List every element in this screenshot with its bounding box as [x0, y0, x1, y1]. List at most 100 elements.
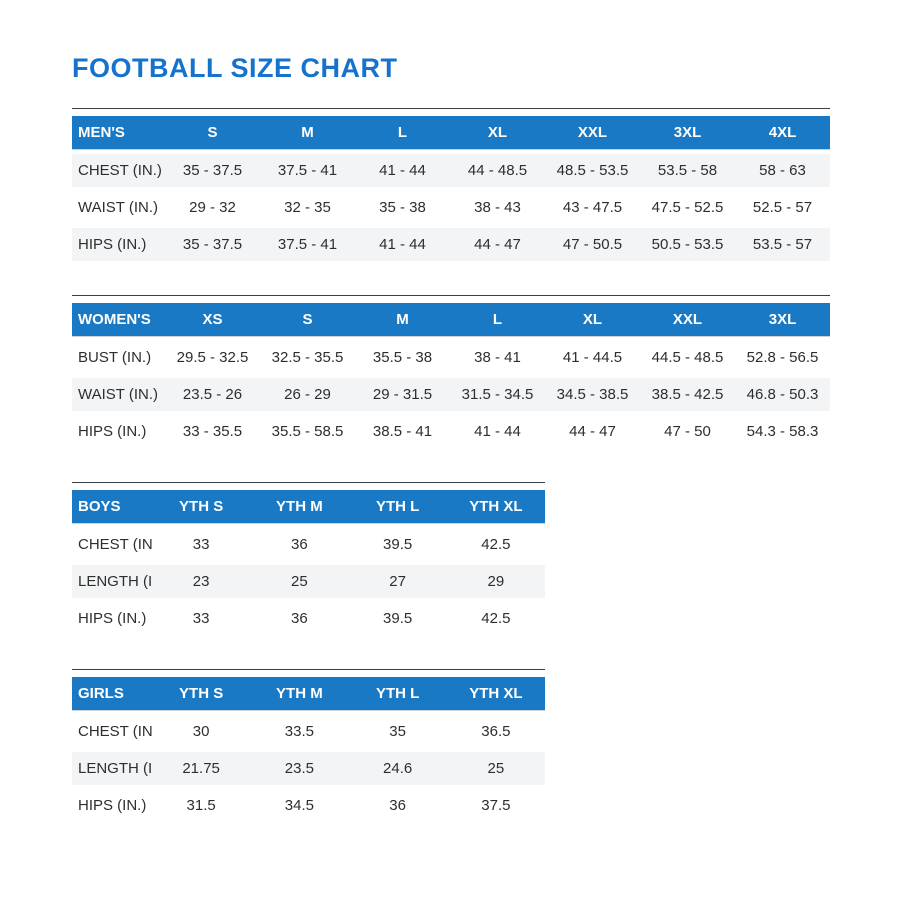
- size-value-cell: 38.5 - 41: [372, 423, 433, 440]
- row-label: HIPS (IN.): [78, 797, 147, 814]
- size-value-cell: 35 - 38: [379, 199, 426, 216]
- size-header-cell: XS: [165, 303, 260, 337]
- size-header-cell: YTH XL: [446, 490, 545, 524]
- womens-table-header: WOMEN'S XS S M L XL XXL 3XL: [72, 303, 830, 337]
- size-value-cell: 39.5: [383, 536, 413, 553]
- measurement-row: HIPS (IN.) 35 - 37.5 37.5 - 41 41 - 44 44 - …: [72, 228, 830, 261]
- size-value-cell: 58 - 63: [759, 162, 806, 179]
- size-header-cell: L: [450, 303, 545, 337]
- size-header-cell: 3XL: [735, 303, 830, 337]
- size-value-cell: 27: [389, 573, 406, 590]
- girls-table-body: CHEST (IN.) 30 33.5 35 36.5 LENGTH (IN.) 21.75…: [72, 715, 545, 822]
- page-title: FOOTBALL SIZE CHART: [72, 53, 398, 83]
- size-value-cell: 36: [291, 610, 308, 627]
- size-header-cell: YTH S: [152, 677, 251, 711]
- boys-table-body: CHEST (IN.) 33 36 39.5 42.5 LENGTH (IN.) 23 25 2…: [72, 528, 545, 635]
- womens-size-table: WOMEN'S XS S M L XL XXL 3XL BUST (IN.) 29.5 - 32…: [72, 295, 830, 452]
- size-value-cell: 29.5 - 32.5: [176, 349, 249, 366]
- measurement-row: HIPS (IN.) 33 36 39.5 42.5: [72, 602, 545, 635]
- size-value-cell: 48.5 - 53.5: [556, 162, 629, 179]
- row-label: CHEST (IN.): [78, 536, 152, 553]
- mens-table-body: CHEST (IN.) 35 - 37.5 37.5 - 41 41 - 44 44 -…: [72, 154, 830, 261]
- row-label: CHEST (IN.): [78, 723, 152, 740]
- size-value-cell: 41 - 44: [379, 236, 426, 253]
- size-value-cell: 35 - 37.5: [182, 162, 243, 179]
- size-value-cell: 36.5: [481, 723, 511, 740]
- table-title-cell: WOMEN'S: [72, 303, 165, 337]
- size-value-cell: 23: [192, 573, 210, 590]
- size-value-cell: 33.5: [284, 723, 314, 740]
- size-value-cell: 38 - 41: [474, 349, 521, 366]
- size-value-cell: 35: [389, 723, 406, 740]
- measurement-row: CHEST (IN.) 33 36 39.5 42.5: [72, 528, 545, 561]
- size-value-cell: 31.5 - 34.5: [461, 386, 534, 403]
- size-value-cell: 44.5 - 48.5: [651, 349, 724, 366]
- mens-table: MEN'S S M L XL XXL 3XL 4XL CHEST (IN.) 35 - 37.5…: [72, 112, 830, 265]
- size-value-cell: 26 - 29: [284, 386, 331, 403]
- size-value-cell: 37.5 - 41: [277, 236, 338, 253]
- size-value-cell: 38 - 43: [474, 199, 521, 216]
- boys-table-header: BOYS YTH S YTH M YTH L YTH XL: [72, 490, 545, 524]
- size-header-cell: YTH L: [348, 490, 447, 524]
- womens-table-body: BUST (IN.) 29.5 - 32.5 32.5 - 35.5 35.5 - 3…: [72, 341, 830, 448]
- measurement-row: WAIST (IN.) 23.5 - 26 26 - 29 29 - 31.5 31.5…: [72, 378, 830, 411]
- size-value-cell: 47 - 50.5: [562, 236, 623, 253]
- size-header-cell: M: [355, 303, 450, 337]
- size-value-cell: 37.5: [481, 797, 511, 814]
- size-value-cell: 50.5 - 53.5: [651, 236, 724, 253]
- header-row: WOMEN'S XS S M L XL XXL 3XL: [72, 303, 830, 337]
- row-label: HIPS (IN.): [78, 610, 147, 627]
- size-header-cell: YTH XL: [446, 677, 545, 711]
- size-value-cell: 33: [192, 536, 210, 553]
- size-value-cell: 47.5 - 52.5: [651, 199, 724, 216]
- size-value-cell: 42.5: [481, 610, 511, 627]
- size-value-cell: 35 - 37.5: [182, 236, 243, 253]
- girls-table-header: GIRLS YTH S YTH M YTH L YTH XL: [72, 677, 545, 711]
- measurement-row: LENGTH (IN.) 23 25 27 29: [72, 565, 545, 598]
- size-value-cell: 54.3 - 58.3: [746, 423, 819, 440]
- row-label: WAIST (IN.): [78, 199, 158, 216]
- measurement-row: LENGTH (IN.) 21.75 23.5 24.6 25: [72, 752, 545, 785]
- size-header-cell: XXL: [640, 303, 735, 337]
- header-row: GIRLS YTH S YTH M YTH L YTH XL: [72, 677, 545, 711]
- size-value-cell: 34.5 - 38.5: [556, 386, 629, 403]
- row-label: CHEST (IN.): [78, 162, 162, 179]
- table-title-cell: BOYS: [72, 490, 152, 524]
- size-header-cell: YTH S: [152, 490, 251, 524]
- measurement-row: BUST (IN.) 29.5 - 32.5 32.5 - 35.5 35.5 - 3…: [72, 341, 830, 374]
- size-value-cell: 32 - 35: [284, 199, 331, 216]
- row-label: WAIST (IN.): [78, 386, 158, 403]
- size-value-cell: 44 - 47: [474, 236, 521, 253]
- size-value-cell: 29 - 31.5: [372, 386, 433, 403]
- header-row: BOYS YTH S YTH M YTH L YTH XL: [72, 490, 545, 524]
- page: FOOTBALL SIZE CHART MEN'S S M L XL XXL 3XL 4XL …: [72, 53, 900, 826]
- size-chart: MEN'S S M L XL XXL 3XL 4XL CHEST (IN.) 35 - 37.5…: [72, 108, 900, 826]
- table-title-cell: MEN'S: [72, 116, 165, 150]
- size-value-cell: 53.5 - 57: [752, 236, 813, 253]
- size-header-cell: 4XL: [735, 116, 830, 150]
- womens-table: WOMEN'S XS S M L XL XXL 3XL BUST (IN.) 29.5 - 32…: [72, 299, 830, 452]
- size-value-cell: 52.8 - 56.5: [746, 349, 819, 366]
- size-value-cell: 52.5 - 57: [752, 199, 813, 216]
- size-value-cell: 35.5 - 58.5: [271, 423, 344, 440]
- measurement-row: HIPS (IN.) 33 - 35.5 35.5 - 58.5 38.5 - 41 4…: [72, 415, 830, 448]
- size-header-cell: S: [260, 303, 355, 337]
- size-value-cell: 42.5: [481, 536, 511, 553]
- size-header-cell: XXL: [545, 116, 640, 150]
- size-value-cell: 43 - 47.5: [562, 199, 623, 216]
- size-value-cell: 37.5 - 41: [277, 162, 338, 179]
- row-label: LENGTH (IN.): [78, 573, 152, 590]
- size-value-cell: 53.5 - 58: [657, 162, 718, 179]
- size-value-cell: 24.6: [383, 760, 413, 777]
- size-value-cell: 35.5 - 38: [372, 349, 433, 366]
- size-header-cell: XL: [450, 116, 545, 150]
- size-value-cell: 41 - 44.5: [562, 349, 623, 366]
- mens-size-table: MEN'S S M L XL XXL 3XL 4XL CHEST (IN.) 35 - 37.5…: [72, 108, 830, 265]
- size-value-cell: 38.5 - 42.5: [651, 386, 724, 403]
- measurement-row: CHEST (IN.) 35 - 37.5 37.5 - 41 41 - 44 44 -…: [72, 154, 830, 187]
- size-value-cell: 21.75: [182, 760, 220, 777]
- size-value-cell: 36: [389, 797, 406, 814]
